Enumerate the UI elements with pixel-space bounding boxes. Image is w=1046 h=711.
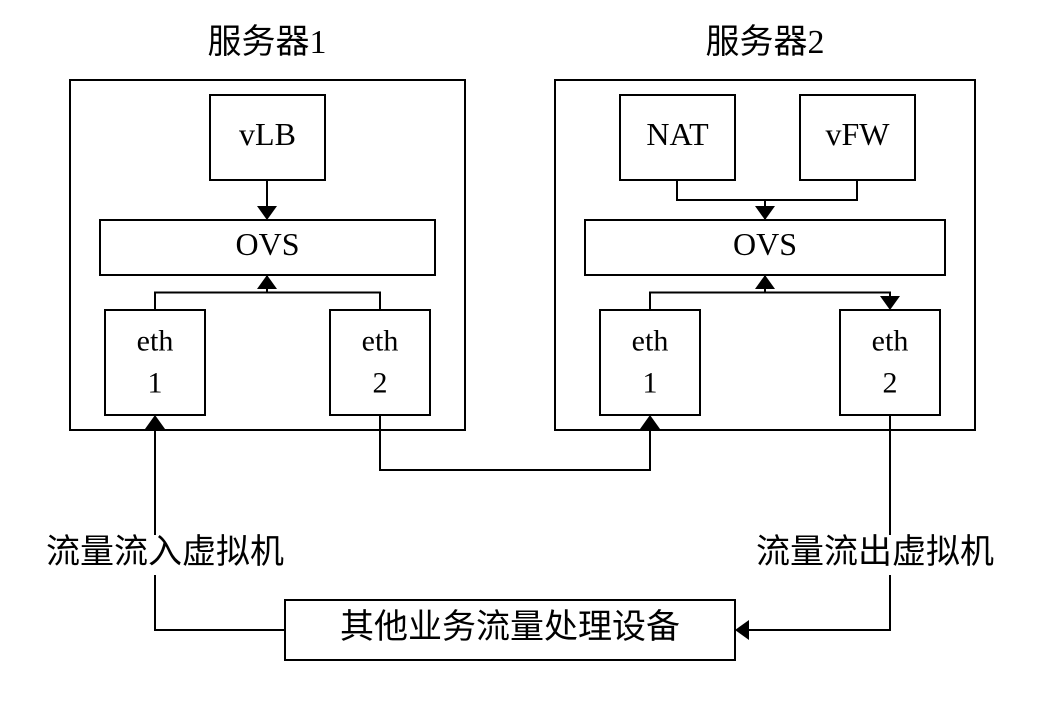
eth2a-label-top: eth	[362, 324, 399, 357]
eth2a-label-bot: 2	[373, 366, 388, 399]
eth2b-bottom-b	[749, 575, 890, 630]
ovs2-label: OVS	[733, 226, 797, 262]
vfw-label: vFW	[826, 116, 891, 152]
eth1b-label-bot: 1	[643, 366, 658, 399]
external-device-label: 其他业务流量处理设备	[340, 608, 680, 646]
eth2b-label-top: eth	[872, 324, 909, 357]
eth2b-bottom-arrow	[735, 620, 749, 640]
nat-label: NAT	[646, 116, 709, 152]
eth2b-label-bot: 2	[883, 366, 898, 399]
bottom-eth1a-a	[155, 575, 285, 630]
server-2-title: 服务器2	[706, 23, 825, 61]
ovs1-label: OVS	[235, 226, 299, 262]
eth1a-label-bot: 1	[148, 366, 163, 399]
eth1b-label-top: eth	[632, 324, 669, 357]
out-label: 流量流出虚拟机	[756, 533, 994, 571]
server-1-title: 服务器1	[208, 23, 327, 61]
vlb-label: vLB	[239, 116, 296, 152]
in-label: 流量流入虚拟机	[46, 533, 284, 571]
eth1a-label-top: eth	[137, 324, 174, 357]
